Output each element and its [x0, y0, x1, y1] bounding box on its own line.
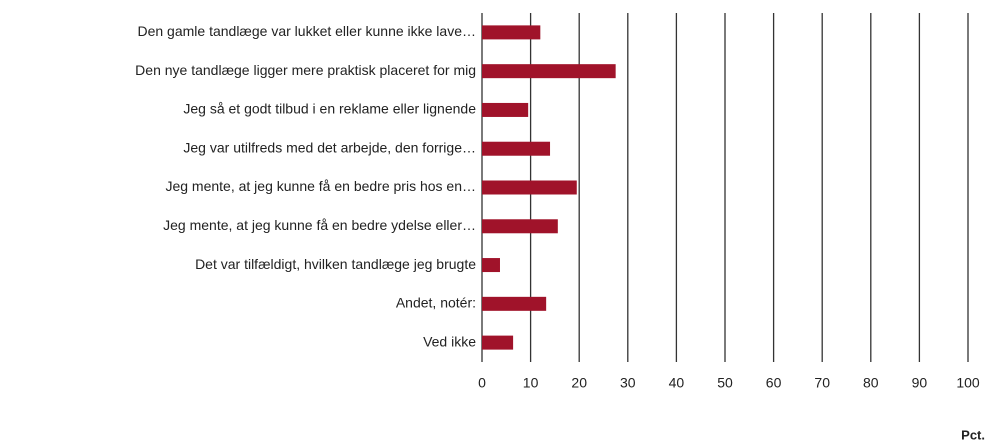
y-tick-label: Jeg så et godt tilbud i en reklame eller…	[183, 101, 476, 117]
bar	[482, 335, 514, 350]
y-tick-label: Jeg mente, at jeg kunne få en bedre pris…	[165, 178, 476, 194]
bar	[482, 141, 551, 156]
x-tick-label: 80	[863, 375, 879, 391]
x-tick-label: 60	[766, 375, 782, 391]
x-tick-label: 0	[478, 375, 486, 391]
x-tick-label: 100	[956, 375, 980, 391]
bar	[482, 64, 616, 79]
y-tick-label: Jeg mente, at jeg kunne få en bedre ydel…	[163, 217, 476, 233]
bar	[482, 25, 541, 40]
x-tick-label: 30	[620, 375, 636, 391]
x-axis-label: Pct.	[961, 427, 985, 442]
x-tick-label: 10	[523, 375, 539, 391]
x-tick-label: 90	[912, 375, 928, 391]
bar	[482, 219, 558, 234]
bar	[482, 180, 577, 195]
bar	[482, 296, 547, 311]
y-tick-label: Den nye tandlæge ligger mere praktisk pl…	[135, 62, 476, 78]
x-tick-label: 40	[669, 375, 685, 391]
bar	[482, 102, 529, 117]
y-tick-label: Ved ikke	[423, 333, 476, 349]
y-tick-label: Det var tilfældigt, hvilken tandlæge jeg…	[195, 256, 476, 272]
x-tick-label: 50	[717, 375, 733, 391]
y-tick-label: Jeg var utilfreds med det arbejde, den f…	[183, 139, 476, 155]
x-tick-label: 70	[814, 375, 830, 391]
y-tick-label: Den gamle tandlæge var lukket eller kunn…	[137, 23, 476, 39]
y-tick-label: Andet, notér:	[396, 295, 476, 311]
bar	[482, 258, 500, 273]
x-tick-label: 20	[571, 375, 587, 391]
